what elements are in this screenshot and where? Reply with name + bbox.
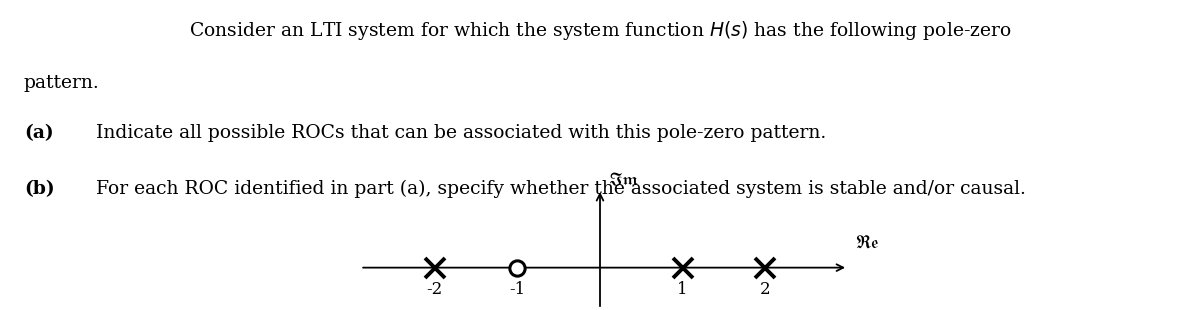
Text: (a): (a) xyxy=(24,124,54,142)
Text: Indicate all possible ROCs that can be associated with this pole-zero pattern.: Indicate all possible ROCs that can be a… xyxy=(90,124,827,142)
Text: $\mathfrak{Im}$: $\mathfrak{Im}$ xyxy=(608,171,640,189)
Text: Consider an LTI system for which the system function $H(s)$ has the following po: Consider an LTI system for which the sys… xyxy=(188,19,1012,42)
Text: pattern.: pattern. xyxy=(24,74,100,92)
Text: 1: 1 xyxy=(677,281,688,298)
Text: For each ROC identified in part (a), specify whether the associated system is st: For each ROC identified in part (a), spe… xyxy=(90,180,1026,198)
Text: 2: 2 xyxy=(760,281,770,298)
Text: (b): (b) xyxy=(24,180,55,198)
Text: -1: -1 xyxy=(509,281,526,298)
Text: $\mathfrak{Re}$: $\mathfrak{Re}$ xyxy=(854,234,880,252)
Text: -2: -2 xyxy=(426,281,443,298)
